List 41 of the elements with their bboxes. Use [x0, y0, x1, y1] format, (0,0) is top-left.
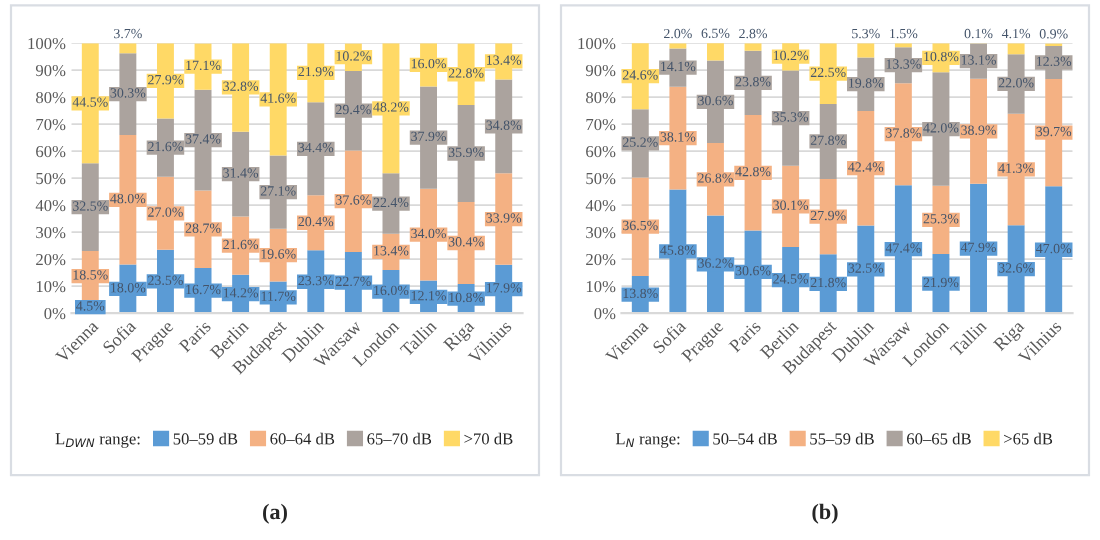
- y-tick-label: 30%: [36, 226, 66, 239]
- y-tick-label: 70%: [586, 118, 616, 131]
- legend-label: 60–65 dB: [907, 432, 971, 445]
- legend-label: >65 dB: [1004, 432, 1053, 445]
- y-tick-label: 90%: [585, 64, 616, 77]
- y-tick-label: 50%: [586, 172, 616, 185]
- bar: [669, 43, 687, 49]
- x-tick-label: Paris: [728, 319, 762, 353]
- bar: [857, 43, 875, 58]
- y-tick-label: 40%: [35, 199, 66, 212]
- y-tick-label: 80%: [586, 91, 616, 104]
- y-tick-label: 60%: [36, 145, 66, 158]
- y-tick-label: 20%: [36, 253, 66, 266]
- bar: [119, 43, 137, 54]
- legend-label: 55–59 dB: [810, 432, 874, 445]
- legend-title: L$_{N}$ range:: [615, 433, 680, 448]
- y-tick-label: 10%: [586, 280, 616, 293]
- y-tick-label: 100%: [28, 37, 66, 50]
- y-tick-label: 10%: [36, 280, 66, 293]
- y-tick-label: 100%: [578, 37, 616, 50]
- y-tick-label: 80%: [36, 91, 66, 104]
- y-tick-label: 40%: [585, 199, 616, 212]
- legend-label: 50–54 dB: [713, 432, 777, 445]
- bar: [1007, 43, 1025, 55]
- y-tick-label: 60%: [586, 145, 616, 158]
- y-tick-label: 20%: [586, 253, 616, 266]
- legend-title: L$_{DWN}$ range:: [55, 433, 140, 448]
- legend-label: 65–70 dB: [367, 432, 432, 445]
- x-tick-label: Paris: [178, 319, 212, 353]
- legend-label: 50–59 dB: [173, 432, 238, 445]
- legend-label: >70 dB: [464, 432, 513, 445]
- y-tick-label: 30%: [586, 226, 616, 239]
- legend-label: 60–64 dB: [270, 432, 335, 445]
- y-tick-label: 90%: [35, 64, 66, 77]
- y-tick-label: 50%: [36, 172, 66, 185]
- y-tick-label: 0%: [44, 307, 66, 320]
- text: (b): [812, 503, 838, 524]
- y-tick-label: 0%: [594, 307, 616, 320]
- y-tick-label: 70%: [36, 118, 66, 131]
- bar: [707, 43, 724, 61]
- text: (a): [263, 503, 287, 524]
